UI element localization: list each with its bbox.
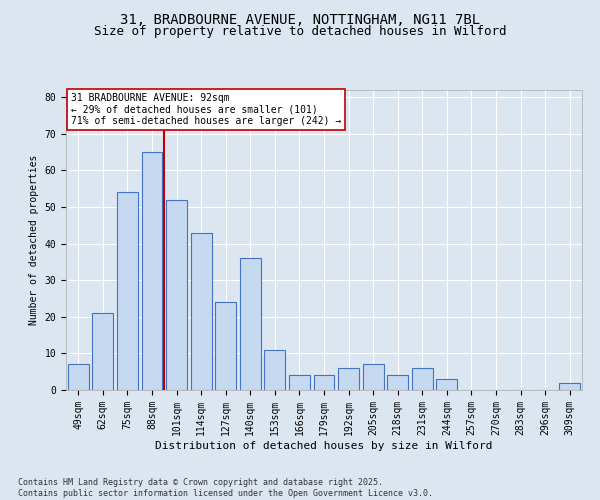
Bar (559, 382, 580, 390)
Text: Contains HM Land Registry data © Crown copyright and database right 2025.
Contai: Contains HM Land Registry data © Crown c… (18, 478, 433, 498)
Text: 31, BRADBOURNE AVENUE, NOTTINGHAM, NG11 7BL: 31, BRADBOURNE AVENUE, NOTTINGHAM, NG11 … (120, 12, 480, 26)
Bar (265, 350, 286, 390)
Bar (166, 200, 187, 390)
Bar (142, 152, 163, 390)
Bar (240, 258, 261, 390)
Bar (314, 376, 334, 390)
Bar (117, 192, 138, 390)
Text: 31 BRADBOURNE AVENUE: 92sqm
← 29% of detached houses are smaller (101)
71% of se: 31 BRADBOURNE AVENUE: 92sqm ← 29% of det… (71, 93, 341, 126)
Y-axis label: Number of detached properties: Number of detached properties (29, 155, 39, 325)
Bar (338, 368, 359, 390)
Bar (68, 364, 89, 390)
Bar (387, 376, 408, 390)
Text: Size of property relative to detached houses in Wilford: Size of property relative to detached ho… (94, 25, 506, 38)
Bar (215, 302, 236, 390)
Bar (362, 364, 383, 390)
Bar (436, 379, 457, 390)
X-axis label: Distribution of detached houses by size in Wilford: Distribution of detached houses by size … (155, 440, 493, 450)
Bar (92, 313, 113, 390)
Bar (191, 232, 212, 390)
Bar (412, 368, 433, 390)
Bar (289, 376, 310, 390)
